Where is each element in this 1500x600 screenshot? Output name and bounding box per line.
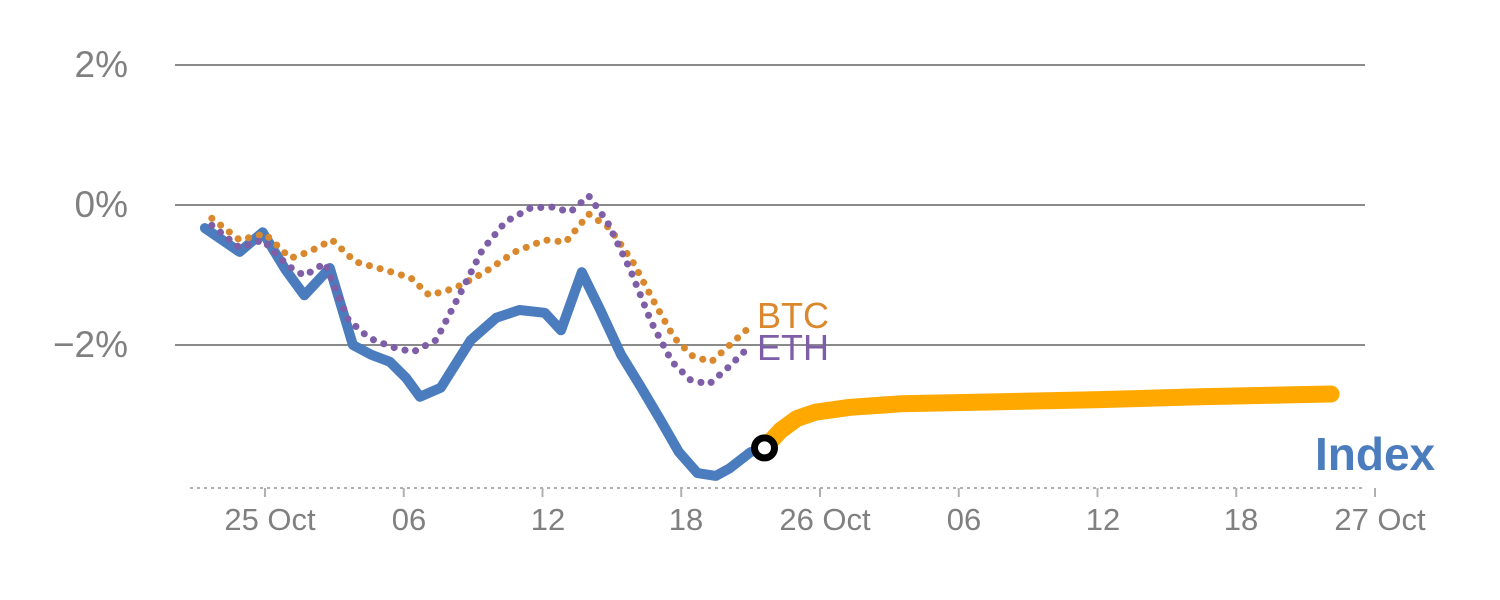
series-label-index: Index — [1315, 428, 1436, 480]
series-label-eth: ETH — [757, 327, 829, 368]
x-tick-label-12b: 12 — [1085, 502, 1121, 537]
y-tick-label-minus2: −2% — [52, 324, 128, 365]
x-tick-label-26oct: 26 Oct — [779, 502, 871, 537]
x-tick-label-27oct: 27 Oct — [1334, 502, 1426, 537]
series-line-btc — [208, 210, 750, 366]
series-line-index-forecast — [756, 385, 1340, 457]
y-tick-label-plus2: 2% — [74, 44, 128, 85]
x-tick-label-06b: 06 — [946, 502, 982, 537]
y-tick-label-zero: 0% — [74, 184, 128, 225]
series-line-index — [199, 223, 770, 481]
series-line-eth — [208, 192, 750, 388]
x-tick-label-25oct: 25 Oct — [224, 502, 316, 537]
x-tick-label-18a: 18 — [668, 502, 704, 537]
forecast-start-marker — [751, 434, 778, 462]
series-label-btc: BTC — [757, 295, 829, 336]
x-tick-label-18b: 18 — [1223, 502, 1259, 537]
x-tick-label-06a: 06 — [391, 502, 427, 537]
x-tick-label-12a: 12 — [530, 502, 566, 537]
